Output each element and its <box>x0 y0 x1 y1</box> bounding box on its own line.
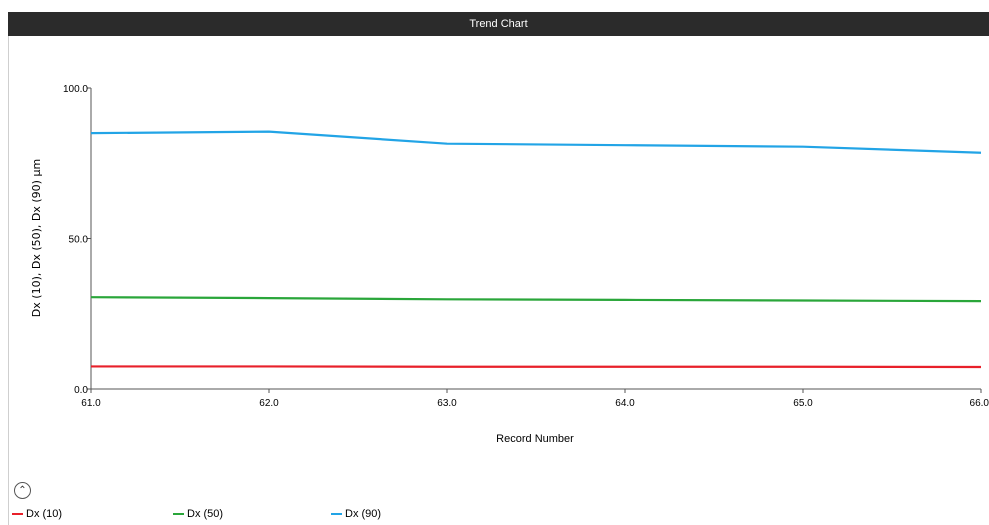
chart-ticks: 0.0 50.0 100.0 61.0 62.0 63.0 64.0 65.0 66.0 <box>63 84 989 409</box>
x-tick-label: 61.0 <box>81 398 101 409</box>
panel-border <box>8 36 9 525</box>
y-axis-label: Dx (10), Dx (50), Dx (90) µm <box>30 159 43 317</box>
x-tick-label: 63.0 <box>437 398 457 409</box>
series-line-dx-90 <box>90 130 982 154</box>
series-line-dx-10 <box>91 365 982 369</box>
legend-label: Dx (50) <box>187 508 224 520</box>
x-tick-label: 65.0 <box>793 398 813 409</box>
x-axis-label: Record Number <box>496 433 574 445</box>
x-tick-label: 62.0 <box>259 398 279 409</box>
legend-swatch <box>12 513 23 515</box>
legend-swatch <box>173 513 184 515</box>
x-tick-label: 64.0 <box>615 398 635 409</box>
chart-series <box>90 130 982 369</box>
legend-item[interactable]: Dx (50) <box>173 508 223 520</box>
legend-label: Dx (10) <box>26 508 63 520</box>
chart-axes <box>90 88 981 390</box>
series-line-dx-50 <box>90 296 982 303</box>
legend-swatch <box>331 513 342 515</box>
legend-label: Dx (90) <box>345 508 382 520</box>
x-tick-label: 66.0 <box>970 398 989 409</box>
y-tick-label: 0.0 <box>74 385 88 396</box>
chevron-up-icon: ⌃ <box>18 485 27 496</box>
y-tick-label: 100.0 <box>63 84 88 95</box>
collapse-legend-button[interactable]: ⌃ <box>14 482 31 499</box>
window-title-bar: Trend Chart <box>8 12 989 36</box>
legend-item[interactable]: Dx (10) <box>12 508 62 520</box>
legend-item[interactable]: Dx (90) <box>331 508 381 520</box>
y-tick-label: 50.0 <box>69 235 89 246</box>
window-title: Trend Chart <box>469 18 528 30</box>
